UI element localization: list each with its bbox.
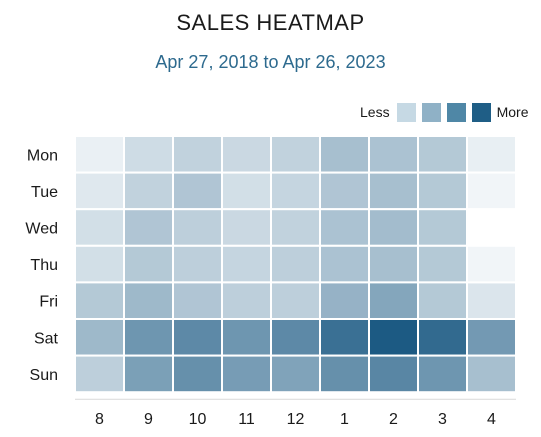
y-tick-label: Wed bbox=[25, 221, 58, 238]
heatmap-cell-fri-2 bbox=[369, 282, 418, 319]
heatmap-cell-thu-12 bbox=[271, 246, 320, 283]
x-tick-label: 8 bbox=[95, 411, 104, 428]
heatmap-cell-sat-10 bbox=[173, 319, 222, 356]
x-tick-label: 1 bbox=[340, 411, 349, 428]
heatmap-cell-tue-8 bbox=[75, 173, 124, 210]
x-tick-label: 4 bbox=[487, 411, 496, 428]
heatmap-cell-wed-3 bbox=[418, 209, 467, 246]
heatmap-cell-sun-12 bbox=[271, 356, 320, 393]
heatmap-cell-sun-10 bbox=[173, 356, 222, 393]
heatmap-cell-tue-12 bbox=[271, 173, 320, 210]
heatmap-cell-tue-3 bbox=[418, 173, 467, 210]
heatmap-cell-mon-10 bbox=[173, 136, 222, 173]
heatmap-cell-thu-3 bbox=[418, 246, 467, 283]
heatmap-cell-wed-2 bbox=[369, 209, 418, 246]
heatmap-cell-wed-8 bbox=[75, 209, 124, 246]
y-tick-label: Sun bbox=[30, 367, 58, 384]
heatmap-cell-wed-4 bbox=[467, 209, 516, 246]
heatmap-cell-mon-9 bbox=[124, 136, 173, 173]
heatmap-cell-sat-9 bbox=[124, 319, 173, 356]
heatmap-cell-tue-11 bbox=[222, 173, 271, 210]
x-tick-label: 9 bbox=[144, 411, 153, 428]
heatmap-cell-sun-3 bbox=[418, 356, 467, 393]
heatmap-cell-sun-1 bbox=[320, 356, 369, 393]
heatmap-cell-sun-4 bbox=[467, 356, 516, 393]
heatmap-cell-mon-11 bbox=[222, 136, 271, 173]
heatmap-cell-sun-8 bbox=[75, 356, 124, 393]
heatmap-cell-mon-2 bbox=[369, 136, 418, 173]
heatmap-cell-wed-10 bbox=[173, 209, 222, 246]
heatmap-cell-sat-4 bbox=[467, 319, 516, 356]
heatmap-cell-fri-4 bbox=[467, 282, 516, 319]
heatmap-cell-tue-10 bbox=[173, 173, 222, 210]
heatmap-cell-mon-3 bbox=[418, 136, 467, 173]
y-tick-label: Sat bbox=[34, 330, 59, 347]
heatmap-cell-sat-1 bbox=[320, 319, 369, 356]
heatmap-cell-thu-11 bbox=[222, 246, 271, 283]
heatmap-cell-sat-3 bbox=[418, 319, 467, 356]
y-tick-label: Mon bbox=[27, 147, 58, 164]
x-tick-label: 2 bbox=[389, 411, 398, 428]
y-tick-label: Fri bbox=[39, 294, 58, 311]
heatmap-cell-wed-1 bbox=[320, 209, 369, 246]
heatmap-cell-tue-2 bbox=[369, 173, 418, 210]
heatmap-cell-tue-9 bbox=[124, 173, 173, 210]
x-tick-label: 10 bbox=[189, 411, 207, 428]
heatmap-cell-thu-1 bbox=[320, 246, 369, 283]
x-tick-label: 3 bbox=[438, 411, 447, 428]
heatmap-cell-wed-11 bbox=[222, 209, 271, 246]
heatmap-cell-thu-9 bbox=[124, 246, 173, 283]
x-tick-label: 11 bbox=[238, 411, 255, 428]
heatmap-cell-fri-10 bbox=[173, 282, 222, 319]
heatmap-cell-fri-8 bbox=[75, 282, 124, 319]
y-tick-label: Tue bbox=[31, 184, 58, 201]
heatmap-cell-thu-2 bbox=[369, 246, 418, 283]
heatmap-cell-mon-1 bbox=[320, 136, 369, 173]
heatmap-cell-mon-8 bbox=[75, 136, 124, 173]
heatmap-cell-sun-11 bbox=[222, 356, 271, 393]
heatmap-cell-fri-12 bbox=[271, 282, 320, 319]
heatmap-cell-sun-2 bbox=[369, 356, 418, 393]
heatmap-cell-sat-2 bbox=[369, 319, 418, 356]
heatmap-cell-sat-8 bbox=[75, 319, 124, 356]
heatmap-cell-sun-9 bbox=[124, 356, 173, 393]
heatmap-cell-wed-9 bbox=[124, 209, 173, 246]
heatmap-cell-fri-3 bbox=[418, 282, 467, 319]
heatmap-cell-mon-4 bbox=[467, 136, 516, 173]
y-tick-label: Thu bbox=[30, 257, 58, 274]
heatmap-cell-fri-9 bbox=[124, 282, 173, 319]
heatmap-cell-wed-12 bbox=[271, 209, 320, 246]
heatmap-cell-fri-1 bbox=[320, 282, 369, 319]
heatmap-cell-thu-10 bbox=[173, 246, 222, 283]
x-tick-label: 12 bbox=[287, 411, 305, 428]
heatmap-cell-tue-4 bbox=[467, 173, 516, 210]
heatmap-cell-sat-11 bbox=[222, 319, 271, 356]
heatmap-cell-thu-4 bbox=[467, 246, 516, 283]
heatmap-cell-fri-11 bbox=[222, 282, 271, 319]
heatmap-cell-mon-12 bbox=[271, 136, 320, 173]
heatmap-cell-thu-8 bbox=[75, 246, 124, 283]
heatmap-cell-sat-12 bbox=[271, 319, 320, 356]
heatmap-cell-tue-1 bbox=[320, 173, 369, 210]
